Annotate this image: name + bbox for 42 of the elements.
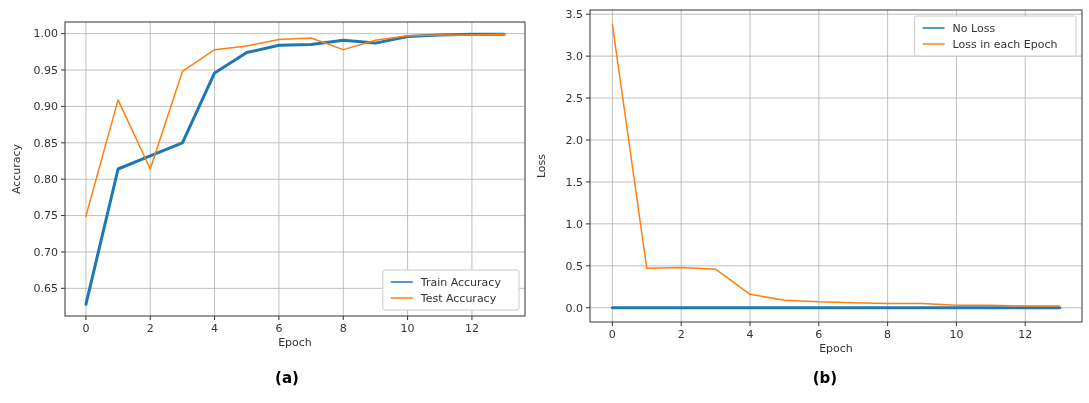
x-tick-label: 6 — [275, 322, 283, 335]
x-tick-label: 8 — [339, 322, 347, 335]
legend-label: Train Accuracy — [419, 275, 502, 289]
y-axis-title: Loss — [535, 153, 548, 179]
x-tick-label: 4 — [746, 328, 754, 341]
y-tick-label: 0.90 — [33, 100, 58, 114]
y-tick-label: 1.0 — [565, 217, 583, 231]
text: (a) — [275, 369, 299, 387]
line-series — [611, 23, 1061, 307]
y-tick-label: 2.5 — [565, 91, 583, 105]
y-tick-label: 0.5 — [565, 259, 583, 273]
x-tick-label: 6 — [815, 328, 823, 341]
y-tick-label: 3.5 — [565, 8, 583, 22]
y-tick-label: 0.85 — [33, 136, 58, 150]
legend-label: Loss in each Epoch — [952, 37, 1058, 51]
y-tick-label: 1.00 — [33, 27, 58, 41]
y-tick-label: 0.95 — [33, 63, 58, 77]
y-axis-title: Accuracy — [10, 143, 23, 195]
x-tick-label: 2 — [677, 328, 685, 341]
x-axis-title: Epoch — [278, 336, 312, 349]
y-tick-label: 1.5 — [565, 175, 583, 189]
text: (b) — [812, 369, 838, 387]
y-tick-label: 0.0 — [565, 301, 583, 315]
line-series — [85, 33, 505, 218]
y-tick-label: 3.0 — [565, 49, 583, 63]
x-axis-title: Epoch — [819, 342, 853, 355]
legend-label: Test Accuracy — [419, 291, 497, 305]
y-tick-label: 0.70 — [33, 245, 58, 259]
x-tick-label: 4 — [211, 322, 219, 335]
x-tick-label: 10 — [949, 328, 964, 341]
x-tick-label: 2 — [146, 322, 154, 335]
y-tick-label: 2.0 — [565, 133, 583, 147]
x-tick-label: 0 — [608, 328, 616, 341]
x-tick-label: 12 — [1018, 328, 1033, 341]
x-tick-label: 12 — [464, 322, 479, 335]
y-tick-label: 0.65 — [33, 282, 58, 296]
x-tick-label: 10 — [400, 322, 415, 335]
x-tick-label: 0 — [82, 322, 90, 335]
legend-label: No Loss — [952, 21, 996, 35]
y-tick-label: 0.80 — [33, 173, 58, 187]
x-tick-label: 8 — [884, 328, 892, 341]
y-tick-label: 0.75 — [33, 209, 58, 223]
